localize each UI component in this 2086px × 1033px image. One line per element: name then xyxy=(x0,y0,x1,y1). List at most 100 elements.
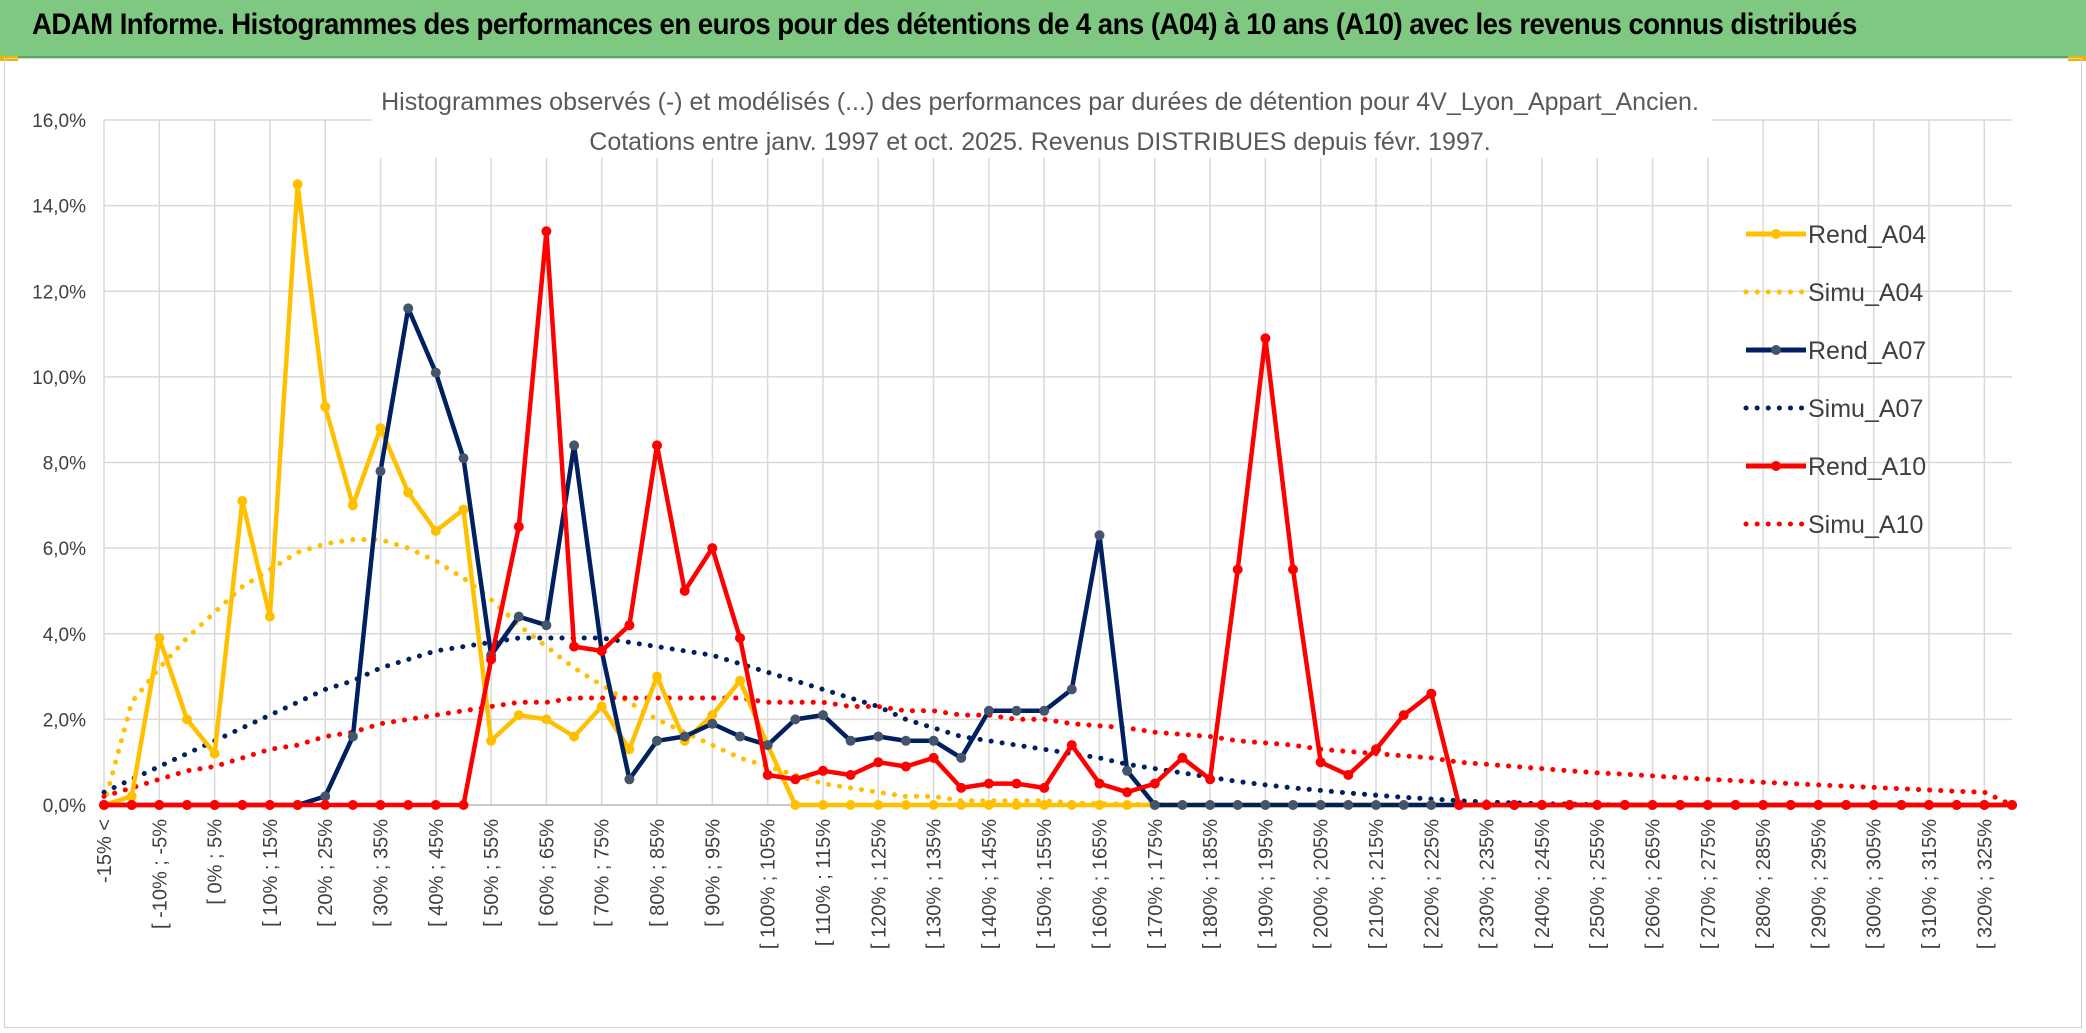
x-tick-label: [ 130% ; 135% xyxy=(924,819,946,949)
x-tick-label: [ 250% ; 255% xyxy=(1587,819,1609,949)
data-point-rend-a04 xyxy=(209,748,220,759)
y-tick-label: 10,0% xyxy=(32,368,86,389)
data-point-rend-a07 xyxy=(430,367,441,378)
x-tick-label: [ 50% ; 55% xyxy=(481,819,503,927)
legend-label-simu-a07: Simu_A07 xyxy=(1808,395,1923,423)
data-point-rend-a10 xyxy=(1592,800,1603,810)
y-tick-label: 6,0% xyxy=(43,539,86,560)
data-point-rend-a10 xyxy=(1122,787,1133,798)
series-lines xyxy=(99,179,2017,810)
x-tick-label: [ 170% ; 175% xyxy=(1145,819,1167,949)
x-tick-label: [ 10% ; 15% xyxy=(260,819,282,927)
data-point-rend-a10 xyxy=(264,800,275,810)
data-point-rend-a10 xyxy=(1924,800,1934,810)
data-point-rend-a07 xyxy=(1398,800,1409,810)
x-tick-label: [ 190% ; 195% xyxy=(1255,819,1277,949)
y-tick-label: 8,0% xyxy=(43,454,86,475)
data-point-rend-a10 xyxy=(1205,774,1216,785)
data-point-rend-a10 xyxy=(320,800,331,810)
data-point-rend-a10 xyxy=(1426,688,1437,699)
data-point-rend-a04 xyxy=(458,504,469,515)
legend-label-simu-a10: Simu_A10 xyxy=(1808,511,1923,539)
data-point-rend-a04 xyxy=(182,714,192,725)
legend-label-rend-a07: Rend_A07 xyxy=(1808,337,1926,365)
legend-label-simu-a04: Simu_A04 xyxy=(1808,279,1923,307)
data-point-rend-a10 xyxy=(1398,710,1409,721)
data-point-rend-a04 xyxy=(1094,800,1105,810)
data-point-rend-a10 xyxy=(873,757,884,768)
header-banner: ADAM Informe. Histogrammes des performan… xyxy=(0,0,2086,58)
series-line-simu-a10 xyxy=(101,695,2015,808)
data-point-rend-a07 xyxy=(1260,800,1271,810)
data-point-rend-a10 xyxy=(182,800,192,810)
data-point-rend-a07 xyxy=(1066,684,1077,695)
data-point-rend-a04 xyxy=(1011,800,1022,810)
data-point-rend-a10 xyxy=(1951,800,1962,810)
data-point-rend-a10 xyxy=(1315,757,1326,768)
x-tick-label: [ 70% ; 75% xyxy=(592,819,614,927)
data-point-rend-a07 xyxy=(1205,800,1216,810)
x-tick-label: [ 320% ; 325% xyxy=(1974,819,1996,949)
data-point-rend-a10 xyxy=(1536,800,1547,810)
legend-label-rend-a10: Rend_A10 xyxy=(1808,453,1926,481)
data-point-rend-a07 xyxy=(1149,800,1160,810)
legend-marker-rend-a10 xyxy=(1771,461,1781,471)
data-point-rend-a04 xyxy=(818,800,828,810)
data-point-rend-a07 xyxy=(1371,800,1381,810)
data-point-rend-a04 xyxy=(956,800,967,810)
x-tick-label: [ 240% ; 245% xyxy=(1532,819,1554,949)
data-point-rend-a10 xyxy=(237,800,248,810)
series-line-rend-a07 xyxy=(104,306,2012,808)
data-point-rend-a04 xyxy=(845,800,856,810)
x-tick-label: [ 220% ; 225% xyxy=(1421,819,1443,949)
data-point-rend-a07 xyxy=(1343,800,1354,810)
data-point-rend-a07 xyxy=(403,303,414,314)
data-point-rend-a07 xyxy=(707,718,718,729)
data-point-rend-a04 xyxy=(126,791,137,802)
data-point-rend-a07 xyxy=(818,710,828,721)
data-point-rend-a04 xyxy=(1122,800,1133,810)
x-tick-label: [ 110% ; 115% xyxy=(813,819,835,946)
data-point-rend-a07 xyxy=(513,611,524,622)
report-title: ADAM Informe. Histogrammes des performan… xyxy=(32,8,1857,41)
data-point-rend-a04 xyxy=(430,526,441,536)
data-point-rend-a04 xyxy=(347,500,358,511)
data-point-rend-a07 xyxy=(790,714,801,725)
x-tick-label: [ 100% ; 105% xyxy=(758,819,780,949)
data-point-rend-a10 xyxy=(292,800,303,810)
data-point-rend-a10 xyxy=(1868,800,1879,810)
data-point-rend-a10 xyxy=(375,800,386,810)
data-point-rend-a10 xyxy=(1675,800,1686,810)
data-point-rend-a10 xyxy=(596,645,607,656)
data-point-rend-a04 xyxy=(790,800,801,810)
data-point-rend-a10 xyxy=(1149,778,1160,789)
legend: Rend_A04 Simu_A04 Rend_A07 Simu_A07 Rend_A10… xyxy=(1743,221,1926,539)
x-tick-label: [ 270% ; 275% xyxy=(1698,819,1720,949)
data-point-rend-a10 xyxy=(1288,564,1298,575)
data-point-rend-a10 xyxy=(1758,800,1769,810)
data-point-rend-a07 xyxy=(652,735,662,746)
data-point-rend-a04 xyxy=(541,714,552,725)
data-point-rend-a10 xyxy=(900,761,911,772)
data-point-rend-a10 xyxy=(1785,800,1796,810)
x-tick-label: [ 200% ; 205% xyxy=(1311,819,1333,949)
data-point-rend-a07 xyxy=(679,731,690,742)
y-tick-label: 16,0% xyxy=(32,111,86,132)
data-point-rend-a04 xyxy=(1039,800,1050,810)
data-point-rend-a07 xyxy=(1039,705,1050,716)
data-point-rend-a07 xyxy=(1232,800,1243,810)
x-tick-label: [ 160% ; 165% xyxy=(1089,819,1111,949)
series-line-rend-a04 xyxy=(103,181,2012,808)
y-tick-label: 0,0% xyxy=(43,796,86,817)
x-tick-label: [ 150% ; 155% xyxy=(1034,819,1056,949)
data-point-rend-a10 xyxy=(1371,744,1381,755)
data-point-rend-a10 xyxy=(1979,800,1990,810)
data-point-rend-a07 xyxy=(1315,800,1326,810)
data-point-rend-a04 xyxy=(264,611,275,622)
data-point-rend-a10 xyxy=(430,800,441,810)
data-point-rend-a04 xyxy=(596,701,607,712)
data-point-rend-a10 xyxy=(818,765,828,776)
series-line-simu-a07 xyxy=(101,635,2015,808)
data-point-rend-a10 xyxy=(1564,800,1575,810)
data-point-rend-a07 xyxy=(928,735,939,746)
